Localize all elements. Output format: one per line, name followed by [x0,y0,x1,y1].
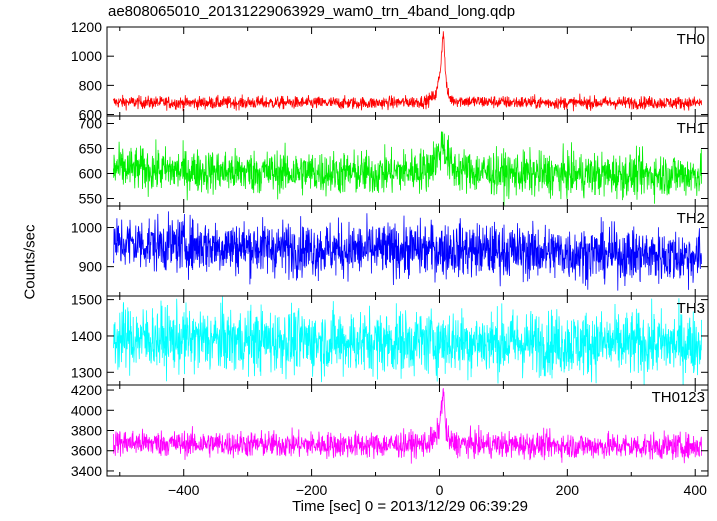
y-tick-label: 600 [79,107,103,123]
y-tick-label: 550 [79,191,103,207]
y-tick-label: 3400 [71,463,102,479]
y-tick-label: 1400 [71,328,102,344]
panel-frame-th0123 [106,384,709,477]
y-tick-label: 600 [79,166,103,182]
panel-label-th2: TH2 [677,210,705,227]
y-tick-label: 3800 [71,423,102,439]
y-tick-label: 3600 [71,443,102,459]
y-axis-label: Counts/sec [21,224,39,300]
x-tick-label: 0 [436,482,444,498]
series-line-th2 [113,211,702,291]
y-tick-label: 4000 [71,402,102,418]
series-line-th0 [113,31,702,112]
x-tick-label: 200 [556,482,580,498]
series-line-th1 [113,131,702,206]
y-tick-label: 4200 [71,382,102,398]
x-tick-label: −400 [168,482,200,498]
panel-label-th0123: TH0123 [652,389,705,406]
y-tick-label: 1200 [71,19,102,35]
series-line-th0123 [113,388,702,464]
panel-label-th0: TH0 [677,31,705,48]
x-axis-label: Time [sec] 0 = 2013/12/29 06:39:29 [292,498,528,515]
y-tick-label: 1500 [71,292,102,308]
y-tick-label: 1300 [71,364,102,380]
panel-label-th3: TH3 [677,300,705,317]
y-tick-label: 700 [79,116,103,132]
y-tick-label: 1000 [71,48,102,64]
y-tick-label: 900 [79,259,103,275]
x-tick-label: −200 [296,482,328,498]
x-tick-label: 400 [684,482,708,498]
y-tick-label: 800 [79,77,103,93]
y-tick-label: 1000 [71,220,102,236]
plot-title: ae808065010_20131229063929_wam0_trn_4ban… [108,3,516,20]
y-tick-label: 650 [79,141,103,157]
panel-label-th1: TH1 [677,120,705,137]
series-line-th3 [113,296,702,385]
